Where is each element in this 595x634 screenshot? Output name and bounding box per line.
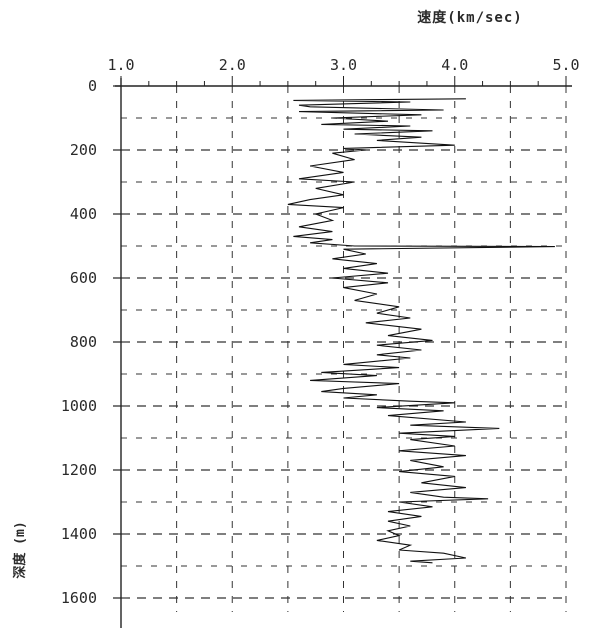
velocity-log-line <box>287 98 555 564</box>
x-tick-label: 4.0 <box>441 56 468 74</box>
x-axis-title: 速度(km/sec) <box>417 9 522 26</box>
y-axis-title: 深度 (m) <box>12 521 28 578</box>
y-tick-label: 1400 <box>61 525 97 543</box>
y-tick-label: 1000 <box>61 397 97 415</box>
x-tick-label: 1.0 <box>107 56 134 74</box>
x-tick-label: 5.0 <box>552 56 579 74</box>
y-tick-label: 1600 <box>61 589 97 607</box>
y-tick-label: 0 <box>88 77 97 95</box>
y-tick-label: 600 <box>70 269 97 287</box>
y-tick-label: 200 <box>70 141 97 159</box>
y-tick-label: 400 <box>70 205 97 223</box>
x-tick-label: 3.0 <box>330 56 357 74</box>
y-tick-label: 1200 <box>61 461 97 479</box>
y-tick-label: 800 <box>70 333 97 351</box>
x-tick-label: 2.0 <box>219 56 246 74</box>
